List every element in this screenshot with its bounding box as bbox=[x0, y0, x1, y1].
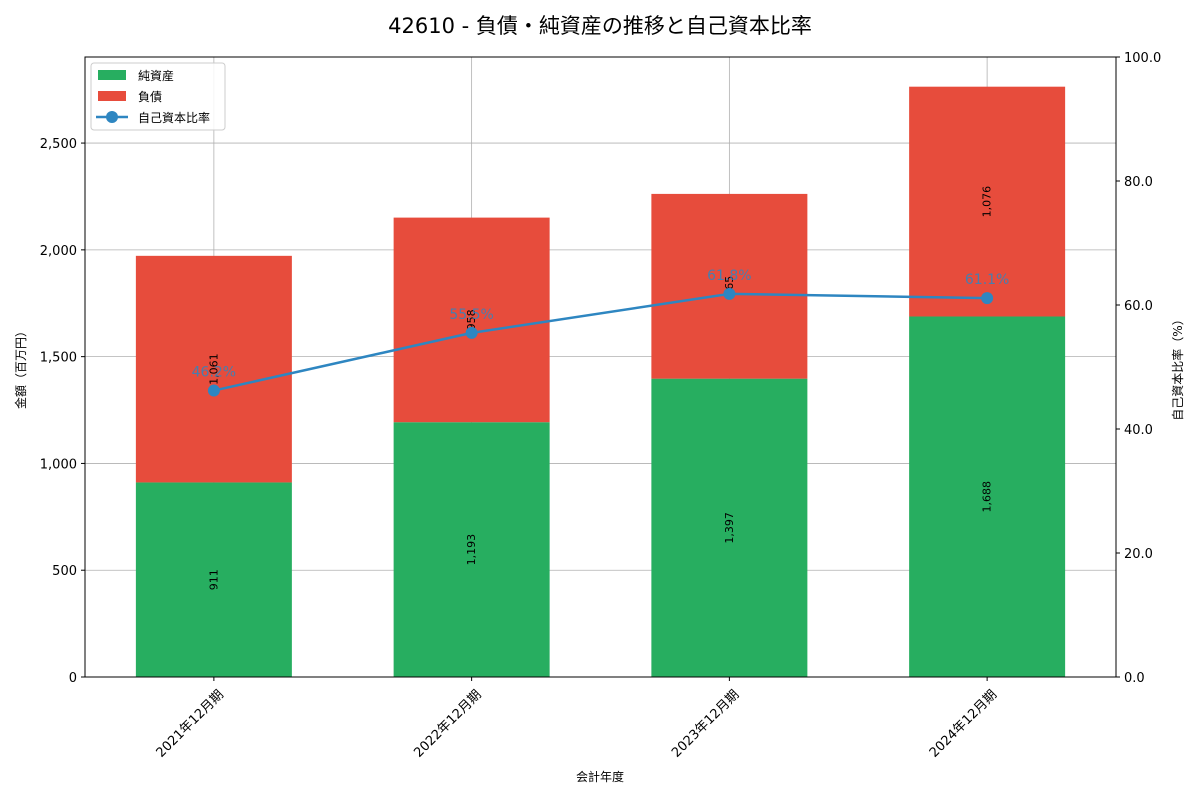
y-axis-label: 金額（百万円） bbox=[13, 325, 28, 409]
bar-label-net-assets: 911 bbox=[207, 569, 220, 590]
ratio-label: 61.8% bbox=[707, 268, 751, 284]
y2-tick-label: 60.0 bbox=[1124, 299, 1153, 314]
bar-net-assets bbox=[909, 316, 1066, 677]
y2-tick-label: 80.0 bbox=[1124, 175, 1153, 190]
legend-swatch-net-assets bbox=[98, 70, 126, 80]
bar-label-net-assets: 1,193 bbox=[465, 534, 478, 566]
bar-net-assets bbox=[651, 378, 808, 677]
y2-tick-label: 100.0 bbox=[1124, 51, 1161, 66]
ratio-marker bbox=[723, 287, 736, 300]
ratio-marker bbox=[207, 384, 220, 397]
ratio-label: 61.1% bbox=[965, 272, 1009, 288]
bar-label-net-assets: 1,688 bbox=[981, 481, 994, 513]
bar-liabilities bbox=[909, 86, 1066, 317]
x-tick-label: 2021年12月期 bbox=[154, 687, 227, 760]
bar-net-assets bbox=[135, 482, 292, 677]
legend-label-ratio: 自己資本比率 bbox=[138, 110, 210, 125]
x-tick-label: 2024年12月期 bbox=[927, 687, 1000, 760]
bar-net-assets bbox=[393, 422, 550, 677]
y2-tick-label: 0.0 bbox=[1124, 671, 1145, 686]
chart-title: 42610 - 負債・純資産の推移と自己資本比率 bbox=[388, 14, 812, 38]
x-tick-label: 2022年12月期 bbox=[411, 687, 484, 760]
ratio-label: 55.5% bbox=[449, 307, 493, 323]
ratio-marker bbox=[981, 292, 994, 305]
y-tick-label: 500 bbox=[52, 564, 77, 579]
bar-label-liabilities: 1,076 bbox=[981, 186, 994, 218]
legend-label-net-assets: 純資産 bbox=[138, 68, 174, 83]
y2-axis-label: 自己資本比率（%） bbox=[1170, 313, 1185, 420]
bar-liabilities bbox=[135, 255, 292, 483]
bar-label-liabilities: 958 bbox=[465, 309, 478, 330]
bar-liabilities bbox=[393, 217, 550, 423]
x-axis-label: 会計年度 bbox=[576, 769, 624, 784]
bar-label-net-assets: 1,397 bbox=[723, 512, 736, 544]
bar-label-liabilities: 1,061 bbox=[207, 353, 220, 385]
y-tick-label: 0 bbox=[69, 671, 77, 686]
legend-label-liabilities: 負債 bbox=[138, 89, 162, 104]
y-tick-label: 2,500 bbox=[40, 137, 77, 152]
x-tick-label: 2023年12月期 bbox=[669, 687, 742, 760]
y2-tick-label: 20.0 bbox=[1124, 547, 1153, 562]
legend-marker-ratio bbox=[106, 111, 118, 123]
y-tick-label: 1,000 bbox=[40, 457, 77, 472]
ratio-line bbox=[213, 292, 988, 392]
y2-tick-label: 40.0 bbox=[1124, 423, 1153, 438]
ratio-marker bbox=[465, 326, 478, 339]
y-tick-label: 1,500 bbox=[40, 351, 77, 366]
legend-swatch-liabilities bbox=[98, 91, 126, 101]
y-tick-label: 2,000 bbox=[40, 244, 77, 259]
ratio-label: 46.2% bbox=[192, 365, 236, 381]
bar-liabilities bbox=[651, 193, 808, 379]
plot-frame bbox=[84, 56, 1117, 678]
